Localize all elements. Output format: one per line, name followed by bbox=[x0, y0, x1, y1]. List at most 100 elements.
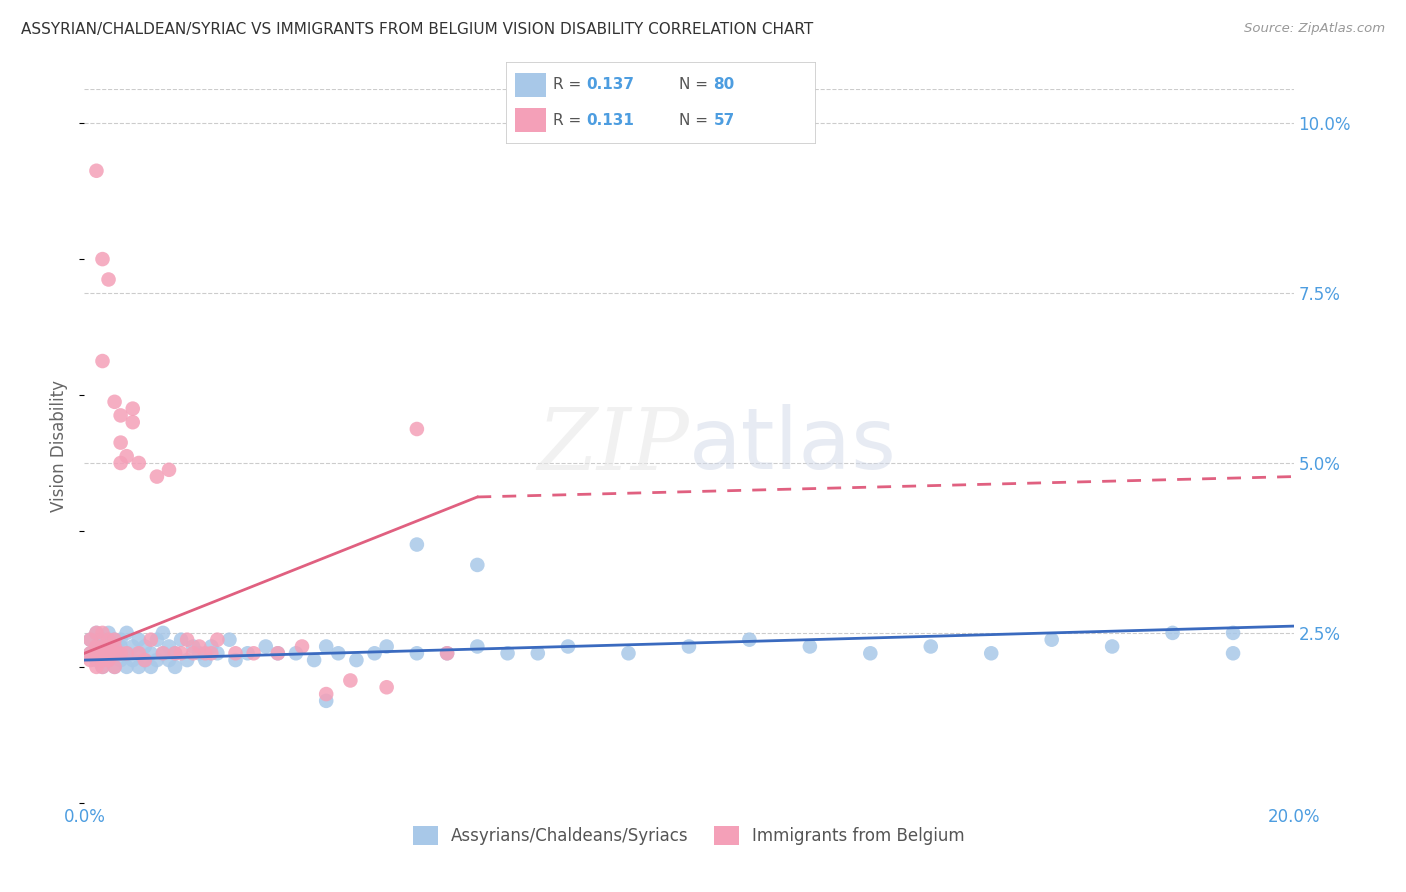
Point bbox=[104, 394, 127, 409]
Point bbox=[920, 640, 942, 654]
Point bbox=[181, 646, 204, 660]
Point bbox=[738, 632, 761, 647]
Point bbox=[86, 653, 108, 667]
Text: N =: N = bbox=[679, 77, 713, 92]
Point bbox=[188, 640, 211, 654]
Point bbox=[152, 646, 174, 660]
Point bbox=[91, 640, 114, 654]
Point bbox=[128, 646, 150, 660]
Point bbox=[557, 640, 579, 654]
Text: 0.131: 0.131 bbox=[586, 112, 634, 128]
Point bbox=[139, 660, 162, 674]
Point bbox=[110, 653, 132, 667]
Point bbox=[152, 646, 174, 660]
Point bbox=[170, 632, 193, 647]
Point bbox=[110, 646, 132, 660]
Point bbox=[97, 653, 120, 667]
Point bbox=[97, 646, 120, 660]
Point bbox=[104, 640, 127, 654]
Point bbox=[375, 640, 398, 654]
Point bbox=[859, 646, 882, 660]
Point bbox=[91, 660, 114, 674]
Point bbox=[799, 640, 821, 654]
Point bbox=[134, 653, 156, 667]
Point bbox=[467, 558, 489, 572]
Point bbox=[165, 646, 187, 660]
Text: N =: N = bbox=[679, 112, 713, 128]
Point bbox=[207, 632, 229, 647]
Point bbox=[110, 435, 132, 450]
Point bbox=[406, 646, 429, 660]
Point bbox=[176, 632, 198, 647]
Point bbox=[134, 640, 156, 654]
Point bbox=[146, 632, 169, 647]
Point bbox=[97, 653, 120, 667]
Point bbox=[79, 632, 101, 647]
Point bbox=[436, 646, 458, 660]
Point bbox=[134, 653, 156, 667]
Point bbox=[678, 640, 700, 654]
Point bbox=[121, 640, 143, 654]
Point bbox=[406, 537, 429, 551]
Point bbox=[406, 422, 429, 436]
Point bbox=[496, 646, 519, 660]
Point bbox=[86, 640, 108, 654]
Point bbox=[375, 680, 398, 694]
Point bbox=[315, 694, 337, 708]
Point bbox=[315, 687, 337, 701]
Point bbox=[121, 401, 143, 416]
Point bbox=[115, 646, 138, 660]
Point bbox=[302, 653, 325, 667]
Point bbox=[86, 660, 108, 674]
Text: ZIP: ZIP bbox=[537, 405, 689, 487]
Text: R =: R = bbox=[553, 112, 586, 128]
Point bbox=[79, 646, 101, 660]
Point bbox=[86, 646, 108, 660]
Point bbox=[91, 653, 114, 667]
Point bbox=[285, 646, 308, 660]
Point bbox=[97, 640, 120, 654]
Point bbox=[157, 653, 180, 667]
Point bbox=[110, 632, 132, 647]
Legend: Assyrians/Chaldeans/Syriacs, Immigrants from Belgium: Assyrians/Chaldeans/Syriacs, Immigrants … bbox=[406, 819, 972, 852]
Point bbox=[165, 660, 187, 674]
Point bbox=[86, 626, 108, 640]
Point bbox=[1222, 626, 1244, 640]
Bar bbox=[516, 108, 547, 132]
Point bbox=[242, 646, 264, 660]
Point bbox=[146, 469, 169, 483]
Point bbox=[1222, 646, 1244, 660]
Point bbox=[110, 640, 132, 654]
Point bbox=[139, 646, 162, 660]
Point bbox=[194, 653, 217, 667]
Point bbox=[86, 640, 108, 654]
Point bbox=[115, 660, 138, 674]
Y-axis label: Vision Disability: Vision Disability bbox=[51, 380, 69, 512]
Point bbox=[128, 660, 150, 674]
Point bbox=[436, 646, 458, 660]
Point bbox=[225, 646, 247, 660]
Point bbox=[97, 272, 120, 286]
Point bbox=[188, 646, 211, 660]
Point bbox=[104, 632, 127, 647]
Point bbox=[91, 626, 114, 640]
Point bbox=[104, 646, 127, 660]
Text: atlas: atlas bbox=[689, 404, 897, 488]
Text: 57: 57 bbox=[713, 112, 735, 128]
Point bbox=[97, 646, 120, 660]
Point bbox=[97, 632, 120, 647]
Point bbox=[339, 673, 361, 688]
Point bbox=[236, 646, 259, 660]
Point bbox=[207, 646, 229, 660]
Point bbox=[104, 640, 127, 654]
Point bbox=[79, 632, 101, 647]
Point bbox=[176, 653, 198, 667]
Point bbox=[363, 646, 385, 660]
Point bbox=[200, 646, 222, 660]
Point bbox=[121, 653, 143, 667]
Point bbox=[1101, 640, 1123, 654]
Text: R =: R = bbox=[553, 77, 586, 92]
Point bbox=[267, 646, 290, 660]
Point bbox=[97, 626, 120, 640]
Bar bbox=[516, 73, 547, 97]
